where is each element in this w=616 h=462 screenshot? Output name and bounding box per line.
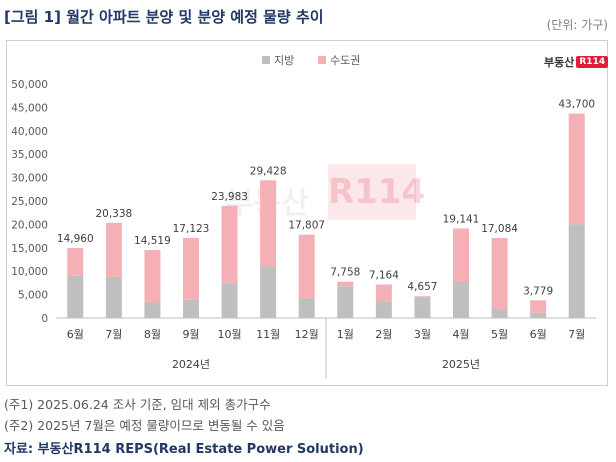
bar-segment <box>183 237 199 300</box>
x-tick-label: 8월 <box>144 328 161 341</box>
x-tick-label: 12월 <box>295 328 319 341</box>
bar-segment <box>183 299 199 318</box>
y-tick-label: 40,000 <box>11 126 48 138</box>
chart-title: [그림 1] 월간 아파트 분양 및 분양 예정 물량 추이 <box>4 8 324 26</box>
x-tick-label: 7월 <box>568 328 585 341</box>
bar-segment <box>414 296 431 298</box>
bar-segment <box>298 298 315 318</box>
bar-segment <box>568 224 585 318</box>
x-tick-label: 10월 <box>218 328 242 341</box>
x-group-label: 2025년 <box>442 358 480 371</box>
bar-segment <box>491 309 508 318</box>
bar-total-label: 29,428 <box>250 165 287 177</box>
legend-label: 수도권 <box>330 54 360 67</box>
bar-segment <box>568 113 585 225</box>
x-tick-label: 5월 <box>491 328 508 341</box>
bar-segment <box>144 250 161 303</box>
bar-segment <box>530 312 547 318</box>
brand-logo-mark: R114 <box>576 56 609 68</box>
y-tick-label: 45,000 <box>11 102 48 114</box>
bar-total-label: 19,141 <box>443 213 480 225</box>
bar-segment <box>530 300 547 313</box>
bar-total-label: 20,338 <box>95 208 132 220</box>
bar-segment <box>144 302 161 318</box>
bar-segment <box>221 283 238 318</box>
chart-frame <box>6 40 608 386</box>
bar-segment <box>221 205 238 284</box>
y-tick-label: 35,000 <box>11 149 48 161</box>
y-tick-label: 20,000 <box>11 219 48 231</box>
bar-total-label: 7,758 <box>330 267 360 279</box>
y-tick-label: 5,000 <box>18 290 48 302</box>
y-tick-label: 25,000 <box>11 196 48 208</box>
bar-segment <box>260 266 277 318</box>
x-tick-label: 11월 <box>256 328 280 341</box>
bar-segment <box>453 228 469 282</box>
x-tick-label: 7월 <box>105 328 122 341</box>
bar-total-label: 14,960 <box>57 233 94 245</box>
bar-segment <box>375 284 392 303</box>
watermark-logo: R114 <box>328 164 425 220</box>
legend-label: 지방 <box>274 54 294 67</box>
x-group-label: 2024년 <box>172 358 210 371</box>
bar-segment <box>375 302 392 318</box>
footnote-2: (주2) 2025년 7월은 예정 물량이므로 변동될 수 있음 <box>4 418 285 433</box>
footnote-1: (주1) 2025.06.24 조사 기준, 임대 제외 총가구수 <box>4 397 271 412</box>
unit-label: (단위: 가구) <box>546 18 608 32</box>
bar-total-label: 17,123 <box>173 223 210 235</box>
legend-swatch <box>318 56 326 64</box>
bar-segment <box>67 275 84 318</box>
bar-segment <box>260 180 277 267</box>
bar-segment <box>414 297 431 318</box>
bar-total-label: 7,164 <box>369 269 399 281</box>
brand-logo-text: 부동산 <box>544 56 575 69</box>
bar-segment <box>67 247 84 276</box>
brand-logo: 부동산 R114 <box>544 54 609 70</box>
bar-segment <box>105 276 122 318</box>
bar-total-label: 3,779 <box>523 285 553 297</box>
x-tick-label: 2월 <box>375 328 392 341</box>
footnotes: (주1) 2025.06.24 조사 기준, 임대 제외 총가구수 (주2) 2… <box>4 394 285 436</box>
y-tick-label: 10,000 <box>11 266 48 278</box>
x-tick-label: 9월 <box>182 328 199 341</box>
stacked-bar-chart: 0 5,000 10,000 15,000 20,000 25,000 30,000 35,0… <box>11 54 596 378</box>
source-line: 자료: 부동산R114 REPS(Real Estate Power Solut… <box>4 442 364 457</box>
y-tick-label: 50,000 <box>11 79 48 91</box>
bar-segment <box>337 281 354 287</box>
y-tick-label: 15,000 <box>11 243 48 255</box>
bar-total-label: 14,519 <box>134 235 171 247</box>
x-tick-label: 3월 <box>414 328 431 341</box>
y-tick-label: 30,000 <box>11 173 48 185</box>
bar-segment <box>337 286 354 318</box>
bar-segment <box>298 234 315 299</box>
x-tick-label: 1월 <box>337 328 354 341</box>
legend-swatch <box>262 56 270 64</box>
bar-total-label: 23,983 <box>211 191 248 203</box>
bar-total-label: 17,807 <box>288 220 325 232</box>
bar-segment <box>105 222 122 277</box>
bar-segment <box>453 281 469 318</box>
bar-segment <box>491 238 508 310</box>
x-tick-label: 4월 <box>452 328 469 341</box>
bar-total-label: 43,700 <box>558 98 595 110</box>
x-tick-label: 6월 <box>530 328 547 341</box>
y-tick-label: 0 <box>41 313 48 325</box>
bar-total-label: 4,657 <box>407 281 437 293</box>
x-tick-label: 6월 <box>67 328 84 341</box>
bar-total-label: 17,084 <box>481 223 518 235</box>
